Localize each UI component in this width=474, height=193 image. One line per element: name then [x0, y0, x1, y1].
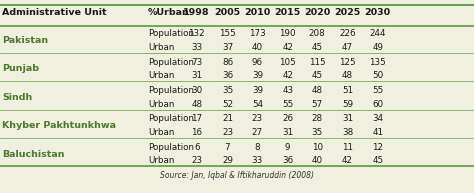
- Text: 173: 173: [249, 29, 266, 38]
- Text: 86: 86: [222, 58, 233, 67]
- Text: 2025: 2025: [334, 8, 361, 17]
- Text: 35: 35: [311, 128, 323, 137]
- Text: 51: 51: [342, 86, 353, 95]
- Text: Urban: Urban: [148, 128, 174, 137]
- Text: Pakistan: Pakistan: [2, 36, 48, 45]
- Text: 2020: 2020: [304, 8, 330, 17]
- Text: 41: 41: [372, 128, 383, 137]
- Text: 208: 208: [309, 29, 326, 38]
- Text: 57: 57: [311, 100, 323, 109]
- Text: 60: 60: [372, 100, 383, 109]
- Text: Population: Population: [148, 143, 194, 152]
- Text: 190: 190: [279, 29, 296, 38]
- Text: 39: 39: [252, 71, 263, 80]
- Text: 59: 59: [342, 100, 353, 109]
- Text: %Urban: %Urban: [148, 8, 190, 17]
- Text: 226: 226: [339, 29, 356, 38]
- Text: Population: Population: [148, 86, 194, 95]
- Text: 55: 55: [282, 100, 293, 109]
- Text: 42: 42: [342, 156, 353, 165]
- Text: Urban: Urban: [148, 100, 174, 109]
- Text: 1998: 1998: [183, 8, 210, 17]
- Text: 33: 33: [252, 156, 263, 165]
- Text: 23: 23: [252, 114, 263, 124]
- Text: 38: 38: [342, 128, 353, 137]
- Text: 45: 45: [372, 156, 383, 165]
- Text: 155: 155: [219, 29, 236, 38]
- Text: 30: 30: [191, 86, 202, 95]
- Text: 37: 37: [222, 43, 233, 52]
- Text: Urban: Urban: [148, 156, 174, 165]
- Text: Population: Population: [148, 114, 194, 124]
- Text: 2015: 2015: [274, 8, 301, 17]
- Text: Urban: Urban: [148, 43, 174, 52]
- Text: 36: 36: [282, 156, 293, 165]
- Text: 7: 7: [225, 143, 230, 152]
- Text: 48: 48: [311, 86, 323, 95]
- Text: 27: 27: [252, 128, 263, 137]
- Text: 6: 6: [194, 143, 200, 152]
- Text: 8: 8: [255, 143, 260, 152]
- Text: 26: 26: [282, 114, 293, 124]
- Text: Administrative Unit: Administrative Unit: [2, 8, 107, 17]
- Text: 23: 23: [191, 156, 202, 165]
- Text: 28: 28: [311, 114, 323, 124]
- Text: 45: 45: [311, 71, 323, 80]
- Text: 96: 96: [252, 58, 263, 67]
- Text: 9: 9: [285, 143, 291, 152]
- Text: 12: 12: [372, 143, 383, 152]
- Text: Sindh: Sindh: [2, 93, 32, 102]
- Text: 11: 11: [342, 143, 353, 152]
- Text: 55: 55: [372, 86, 383, 95]
- Text: 40: 40: [252, 43, 263, 52]
- Text: 40: 40: [311, 156, 323, 165]
- Text: 45: 45: [311, 43, 323, 52]
- Text: 29: 29: [222, 156, 233, 165]
- Text: 48: 48: [191, 100, 202, 109]
- Text: Population: Population: [148, 58, 194, 67]
- Text: 244: 244: [370, 29, 386, 38]
- Text: 33: 33: [191, 43, 202, 52]
- Text: Khyber Pakhtunkhwa: Khyber Pakhtunkhwa: [2, 121, 116, 130]
- Text: 2010: 2010: [244, 8, 271, 17]
- Text: 2030: 2030: [365, 8, 391, 17]
- Text: 31: 31: [282, 128, 293, 137]
- Text: 34: 34: [372, 114, 383, 124]
- Text: Source: Jan, Iqbal & Iftikharuddin (2008): Source: Jan, Iqbal & Iftikharuddin (2008…: [160, 171, 314, 180]
- Text: 115: 115: [309, 58, 326, 67]
- Text: 50: 50: [372, 71, 383, 80]
- Text: 17: 17: [191, 114, 202, 124]
- Text: 47: 47: [342, 43, 353, 52]
- Text: 132: 132: [188, 29, 205, 38]
- Text: 125: 125: [339, 58, 356, 67]
- Text: 52: 52: [222, 100, 233, 109]
- Text: Baluchistan: Baluchistan: [2, 150, 64, 159]
- Text: 42: 42: [282, 71, 293, 80]
- Text: 42: 42: [282, 43, 293, 52]
- Text: 21: 21: [222, 114, 233, 124]
- Text: 54: 54: [252, 100, 263, 109]
- Text: 23: 23: [222, 128, 233, 137]
- Text: Punjab: Punjab: [2, 64, 39, 74]
- Text: 36: 36: [222, 71, 233, 80]
- Text: 39: 39: [252, 86, 263, 95]
- Text: 49: 49: [372, 43, 383, 52]
- Text: 105: 105: [279, 58, 296, 67]
- Text: 31: 31: [191, 71, 202, 80]
- Text: 35: 35: [222, 86, 233, 95]
- Text: 2005: 2005: [214, 8, 241, 17]
- Text: 73: 73: [191, 58, 202, 67]
- Text: 10: 10: [311, 143, 323, 152]
- Text: 43: 43: [282, 86, 293, 95]
- Text: Urban: Urban: [148, 71, 174, 80]
- Text: 31: 31: [342, 114, 353, 124]
- Text: 135: 135: [369, 58, 386, 67]
- Text: Population: Population: [148, 29, 194, 38]
- Text: 48: 48: [342, 71, 353, 80]
- Text: 16: 16: [191, 128, 202, 137]
